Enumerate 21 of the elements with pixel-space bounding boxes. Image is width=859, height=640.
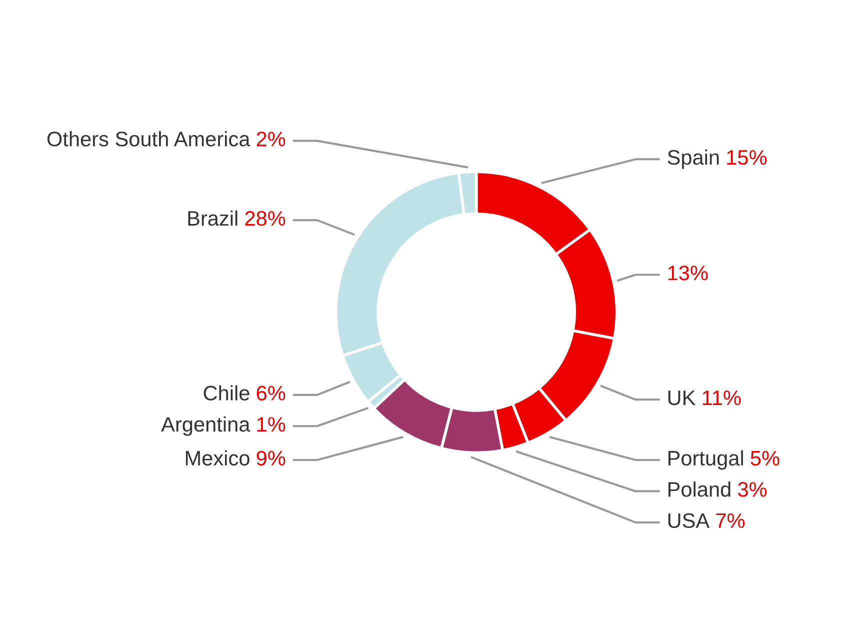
data-label: 15%	[727, 150, 767, 165]
data-label: 2%	[256, 132, 286, 146]
data-label: 5%	[750, 450, 780, 466]
data-label: 6%	[256, 386, 286, 401]
slice-label: Spain	[668, 149, 719, 169]
slice-label: UK	[668, 390, 696, 406]
slice-label: USA	[668, 513, 710, 528]
data-label: 3%	[738, 482, 767, 497]
data-label: 7%	[716, 513, 745, 528]
data-label: 28%	[245, 211, 286, 226]
data-label: 9%	[256, 450, 286, 466]
data-label: 1%	[257, 417, 286, 432]
slice-label: Argentina	[161, 416, 250, 436]
slice-label: Portugal	[668, 450, 743, 470]
slice-label: Chile	[204, 385, 250, 401]
slice-label: Poland	[668, 482, 730, 497]
data-label: 11%	[702, 390, 741, 406]
slice-label: Brazil	[188, 210, 238, 226]
slice-label: Others South America	[47, 131, 250, 146]
slice-label: Mexico	[186, 450, 250, 466]
data-label: 13%	[668, 266, 708, 280]
